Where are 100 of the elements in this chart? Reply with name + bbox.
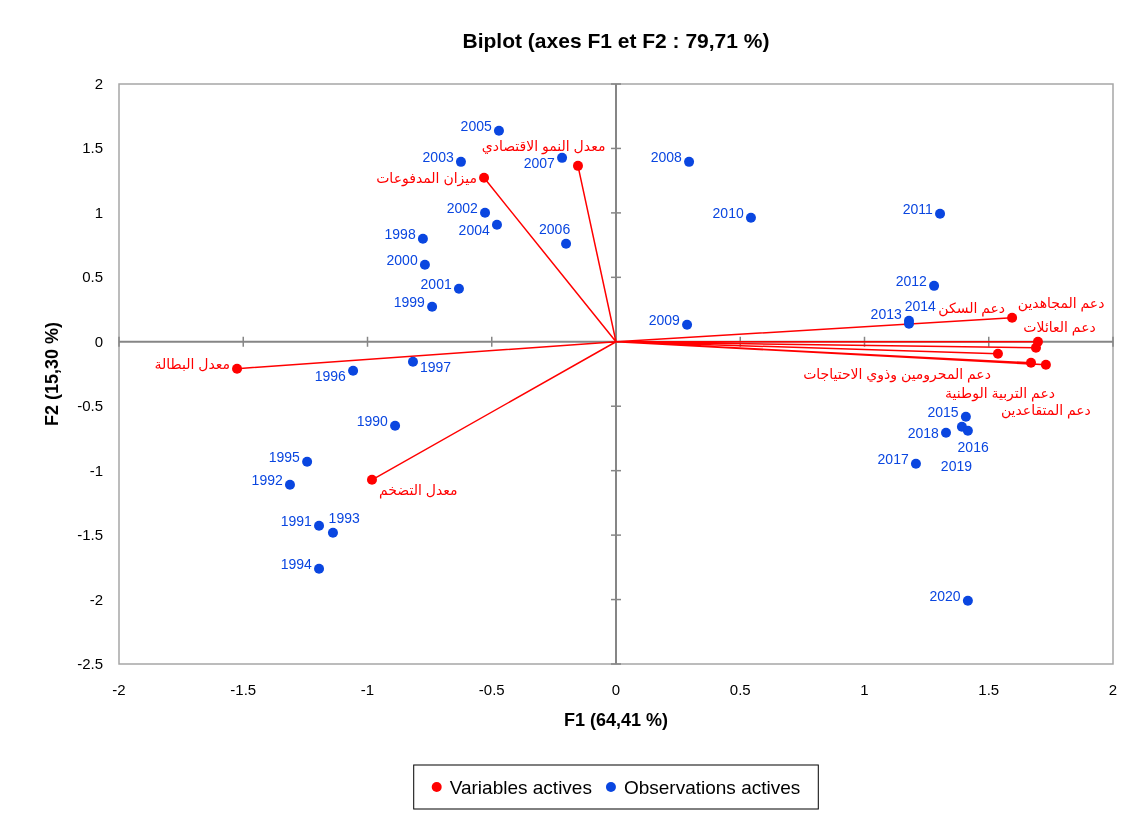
x-tick-label: -2 bbox=[112, 681, 126, 698]
annotation: 1993 bbox=[328, 509, 360, 526]
y-tick-label: 0.5 bbox=[82, 268, 103, 286]
annotation: معدل النمو الاقتصادي bbox=[481, 137, 606, 155]
point bbox=[910, 458, 921, 469]
x-tick-label: 1.5 bbox=[978, 681, 1000, 698]
annotation: 1992 bbox=[251, 471, 283, 488]
annotation: 2011 bbox=[902, 200, 934, 217]
annotation: دعم السكن bbox=[938, 299, 1006, 317]
point bbox=[314, 520, 325, 531]
point bbox=[745, 212, 756, 223]
legend-label: Observations actives bbox=[623, 777, 801, 798]
x-tick-label: 0.5 bbox=[729, 681, 751, 698]
annotation: 1997 bbox=[419, 358, 452, 375]
point bbox=[929, 280, 940, 291]
y-tick-label: -2 bbox=[89, 590, 103, 608]
point bbox=[962, 595, 973, 606]
point bbox=[453, 283, 464, 294]
y-tick-label: -1.5 bbox=[77, 526, 103, 544]
annotation: 1996 bbox=[314, 367, 347, 384]
annotation: 2016 bbox=[957, 438, 989, 455]
x-tick-label: -0.5 bbox=[478, 681, 505, 698]
annotation: 2020 bbox=[929, 587, 961, 604]
point bbox=[1007, 312, 1018, 323]
point bbox=[491, 219, 502, 230]
point bbox=[232, 363, 243, 374]
point bbox=[366, 474, 377, 485]
point bbox=[941, 427, 952, 438]
y-tick-label: 2 bbox=[94, 75, 103, 92]
point bbox=[314, 563, 325, 574]
point bbox=[962, 425, 973, 436]
annotation: 2009 bbox=[648, 311, 681, 328]
point bbox=[455, 156, 466, 167]
annotation: 2014 bbox=[904, 297, 936, 314]
point bbox=[427, 301, 438, 312]
y-tick-label: 1.5 bbox=[82, 139, 103, 157]
annotation: 2000 bbox=[386, 251, 418, 268]
annotation: 2003 bbox=[422, 148, 454, 165]
annotation: 1999 bbox=[393, 293, 426, 310]
y-tick-label: 0 bbox=[94, 332, 103, 350]
point bbox=[419, 259, 430, 270]
x-tick-label: 2 bbox=[1108, 681, 1118, 698]
point bbox=[407, 356, 418, 367]
point bbox=[960, 411, 971, 422]
point bbox=[284, 479, 295, 490]
annotation: دعم المحرومين وذوي الاحتياجات bbox=[803, 365, 991, 383]
point bbox=[1040, 359, 1051, 370]
annotation: 2008 bbox=[650, 148, 683, 165]
y-axis-title: F2 (15,30 %) bbox=[42, 321, 62, 427]
annotation: 2019 bbox=[940, 457, 973, 474]
point bbox=[561, 238, 572, 249]
annotation: ميزان المدفوعات bbox=[376, 169, 478, 187]
annotation: 1991 bbox=[280, 512, 313, 529]
annotation: 2005 bbox=[460, 117, 492, 134]
point bbox=[992, 348, 1003, 359]
y-tick-label: -0.5 bbox=[77, 397, 103, 415]
x-axis-title: F1 (64,41 %) bbox=[563, 710, 669, 730]
annotation: 1995 bbox=[268, 448, 301, 465]
x-tick-label: -1 bbox=[360, 681, 375, 698]
point bbox=[935, 208, 946, 219]
point bbox=[682, 319, 693, 330]
annotation: 2002 bbox=[446, 199, 479, 216]
x-tick-label: 0 bbox=[611, 681, 621, 698]
annotation: دعم العائلات bbox=[1023, 318, 1096, 336]
annotation: 2012 bbox=[895, 272, 928, 289]
legend-label: Variables actives bbox=[449, 777, 592, 798]
point bbox=[1030, 342, 1041, 353]
annotation: 2001 bbox=[420, 275, 452, 292]
annotation: 2017 bbox=[877, 450, 909, 467]
y-tick-label: 1 bbox=[94, 203, 103, 221]
point bbox=[493, 125, 504, 136]
chart-title: Biplot (axes F1 et F2 : 79,71 %) bbox=[462, 29, 770, 52]
point bbox=[390, 420, 401, 431]
annotation: 1998 bbox=[384, 225, 416, 242]
point bbox=[479, 172, 490, 183]
annotation: دعم التربية الوطنية bbox=[945, 384, 1055, 402]
point bbox=[417, 233, 428, 244]
annotation: 1994 bbox=[280, 555, 313, 572]
y-tick-label: -1 bbox=[89, 461, 103, 479]
annotation: 2013 bbox=[870, 305, 902, 322]
annotation: 2018 bbox=[907, 424, 940, 441]
annotation: 2015 bbox=[927, 403, 959, 420]
annotation: دعم المتقاعدين bbox=[1000, 401, 1091, 419]
annotation: معدل التضخم bbox=[378, 481, 458, 499]
annotation: 2010 bbox=[712, 204, 744, 221]
annotation: معدل البطالة bbox=[154, 355, 231, 372]
point bbox=[480, 207, 491, 218]
point bbox=[348, 365, 359, 376]
annotation: 2006 bbox=[539, 220, 571, 237]
point bbox=[684, 156, 695, 167]
annotation: 2004 bbox=[458, 221, 490, 238]
y-tick-label: -2.5 bbox=[77, 655, 103, 672]
point bbox=[327, 527, 338, 538]
x-tick-label: 1 bbox=[860, 681, 869, 698]
point bbox=[302, 456, 313, 467]
x-tick-label: -1.5 bbox=[230, 681, 257, 698]
annotation: 2007 bbox=[523, 154, 556, 171]
point bbox=[1025, 357, 1036, 368]
annotation: دعم المجاهدين bbox=[1017, 294, 1105, 312]
annotation: 1990 bbox=[356, 412, 389, 429]
